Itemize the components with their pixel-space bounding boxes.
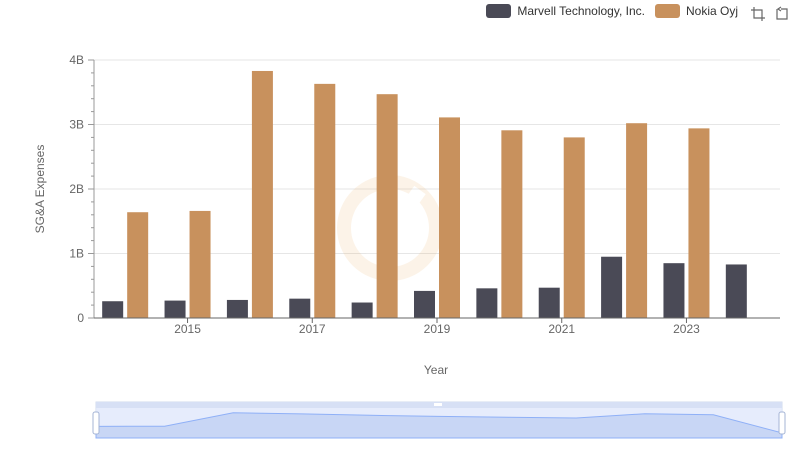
legend-swatch-marvell xyxy=(486,4,512,18)
bar-marvell[interactable] xyxy=(289,298,311,318)
bar-marvell[interactable] xyxy=(164,300,186,318)
x-tick-label: 2021 xyxy=(548,322,575,336)
bar-nokia[interactable] xyxy=(314,83,336,319)
zoom-icon[interactable] xyxy=(750,6,766,22)
bar-marvell[interactable] xyxy=(414,290,435,318)
y-tick-label: 0 xyxy=(77,311,84,325)
legend-item-marvell[interactable]: Marvell Technology, Inc. xyxy=(486,4,645,18)
bar-nokia[interactable] xyxy=(501,130,523,318)
x-tick-label: 2023 xyxy=(673,322,700,336)
data-zoom-slider[interactable] xyxy=(92,401,786,439)
slider-center-grip[interactable] xyxy=(434,403,442,406)
bar-nokia[interactable] xyxy=(127,212,149,318)
bar-nokia[interactable] xyxy=(376,94,398,318)
x-tick-label: 2017 xyxy=(299,322,326,336)
bar-nokia[interactable] xyxy=(688,128,710,318)
y-tick-label: 2B xyxy=(69,182,84,196)
toolbox xyxy=(750,6,790,22)
restore-icon[interactable] xyxy=(774,6,790,22)
y-tick-label: 1B xyxy=(69,247,84,261)
bar-marvell[interactable] xyxy=(538,287,560,318)
x-tick-label: 2019 xyxy=(424,322,451,336)
bar-marvell[interactable] xyxy=(351,302,373,318)
slider-handle-right[interactable] xyxy=(778,411,786,435)
slider-handle-left[interactable] xyxy=(92,411,100,435)
legend-item-nokia[interactable]: Nokia Oyj xyxy=(654,4,738,18)
legend: Marvell Technology, Inc. Nokia Oyj xyxy=(486,4,738,18)
bar-nokia[interactable] xyxy=(439,117,460,318)
x-axis: 2015 2017 2019 2021 2023 xyxy=(94,317,780,336)
legend-swatch-nokia xyxy=(654,4,680,18)
legend-label-marvell: Marvell Technology, Inc. xyxy=(517,4,645,18)
y-axis-label: SG&A Expenses xyxy=(33,145,47,234)
legend-label-nokia: Nokia Oyj xyxy=(685,4,738,18)
bar-marvell[interactable] xyxy=(663,263,685,318)
bar-marvell[interactable] xyxy=(601,256,623,318)
bar-nokia[interactable] xyxy=(563,137,585,318)
bar-marvell[interactable] xyxy=(102,301,124,318)
bar-marvell[interactable] xyxy=(725,264,747,318)
y-tick-label: 4B xyxy=(69,53,84,67)
bar-nokia[interactable] xyxy=(189,210,211,318)
slider-preview-area xyxy=(95,412,783,439)
x-tick-label: 2015 xyxy=(174,322,201,336)
bar-nokia[interactable] xyxy=(626,123,648,319)
y-axis: 0 1B 2B 3B 4B xyxy=(69,53,95,325)
bar-marvell[interactable] xyxy=(226,299,248,318)
bar-marvell[interactable] xyxy=(476,288,498,318)
y-tick-label: 3B xyxy=(69,118,84,132)
bar-nokia[interactable] xyxy=(251,70,273,318)
bars xyxy=(102,70,747,319)
x-axis-label: Year xyxy=(424,363,448,377)
